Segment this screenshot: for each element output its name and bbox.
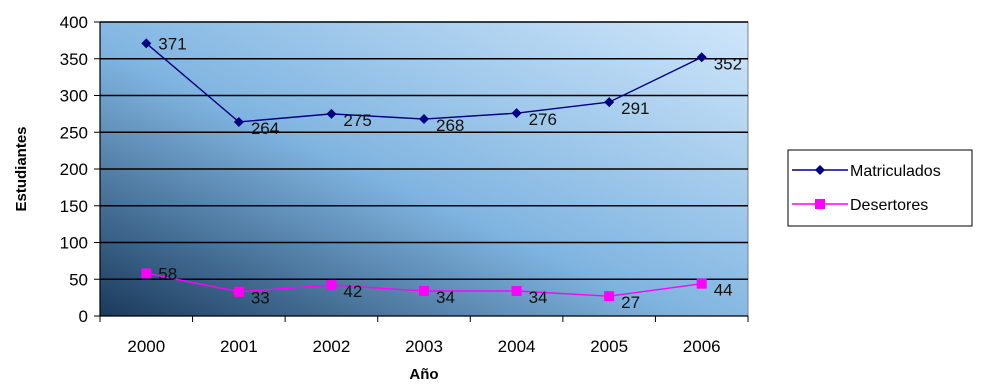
legend-label: Desertores — [850, 197, 928, 214]
data-point — [419, 114, 429, 125]
legend-label: Matriculados — [850, 163, 941, 180]
data-point — [511, 286, 522, 297]
x-axis: 2000 2001 2002 2003 2004 2005 2006 — [99, 315, 749, 356]
data-label: 291 — [621, 99, 649, 118]
y-tick-label: 350 — [60, 50, 88, 69]
legend-marker — [815, 199, 825, 209]
data-point — [326, 108, 337, 119]
data-label: 275 — [343, 111, 371, 130]
legend-box — [787, 149, 973, 227]
data-point — [696, 278, 707, 289]
data-label: 42 — [343, 282, 362, 301]
data-label: 268 — [436, 116, 464, 135]
data-label: 264 — [251, 119, 279, 138]
data-point — [233, 116, 244, 127]
y-tick-label: 150 — [60, 197, 88, 216]
y-tick-label: 300 — [60, 87, 88, 106]
y-tick-label: 100 — [60, 234, 88, 253]
x-tick-label: 2005 — [590, 337, 628, 356]
legend-marker — [815, 165, 825, 175]
x-tick-label: 2000 — [127, 337, 165, 356]
data-label: 27 — [621, 293, 640, 312]
data-label: 44 — [714, 281, 733, 300]
grid-lines — [100, 21, 748, 280]
y-tick-label: 400 — [60, 13, 88, 32]
y-tick-label: 0 — [79, 307, 88, 326]
data-label: 58 — [158, 264, 177, 283]
data-point — [141, 268, 152, 279]
data-label: 352 — [714, 54, 742, 73]
data-point — [233, 286, 244, 297]
data-point — [511, 108, 522, 119]
data-point — [604, 291, 615, 302]
x-tick-label: 2006 — [683, 337, 721, 356]
x-axis-title: Año — [409, 366, 438, 383]
x-tick-label: 2002 — [313, 337, 351, 356]
y-tick-label: 250 — [60, 123, 88, 142]
y-axis-title: Estudiantes — [13, 126, 30, 211]
x-tick-label: 2001 — [220, 337, 258, 356]
y-tick-label: 200 — [60, 160, 88, 179]
x-tick-label: 2003 — [405, 337, 443, 356]
data-point — [696, 52, 707, 63]
data-label: 371 — [158, 34, 186, 53]
x-tick-label: 2004 — [498, 337, 536, 356]
data-point — [326, 280, 337, 291]
data-labels: 371 264 275 268 276 291 352 58 33 42 34 34 27 44 — [158, 34, 742, 312]
data-point — [141, 38, 152, 49]
series-group — [141, 38, 707, 302]
data-point — [419, 286, 429, 297]
data-label: 34 — [529, 288, 548, 307]
legend: Matriculados Desertores — [787, 149, 973, 227]
y-axis: 0 50 100 150 200 250 300 350 400 — [60, 13, 101, 326]
data-point — [604, 97, 615, 108]
data-label: 276 — [529, 110, 557, 129]
data-label: 34 — [436, 288, 455, 307]
y-tick-label: 50 — [69, 270, 88, 289]
data-label: 33 — [251, 289, 270, 308]
